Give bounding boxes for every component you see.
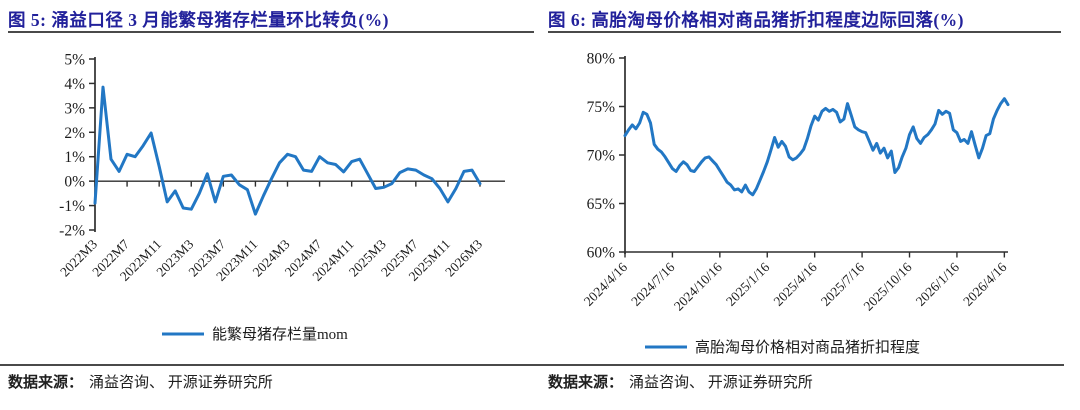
- axes: 80% 75% 70% 65% 60%: [587, 51, 1008, 262]
- svg-text:60%: 60%: [587, 245, 616, 262]
- svg-text:2025/7/16: 2025/7/16: [818, 259, 867, 308]
- svg-text:2024/7/16: 2024/7/16: [628, 259, 677, 308]
- svg-text:2025/10/16: 2025/10/16: [861, 259, 915, 313]
- svg-text:0%: 0%: [64, 174, 85, 191]
- svg-text:2%: 2%: [64, 125, 85, 142]
- series-line: [623, 97, 1010, 197]
- svg-text:2025/1/16: 2025/1/16: [723, 259, 772, 308]
- legend-label: 高胎淘母价格相对商品猪折扣程度: [695, 339, 920, 356]
- svg-text:65%: 65%: [587, 196, 616, 213]
- figure6-title: 图 6: 高胎淘母价格相对商品猪折扣程度边际回落(%): [548, 10, 964, 30]
- figure6-panel: 图 6: 高胎淘母价格相对商品猪折扣程度边际回落(%) 80% 75% 70% 65%…: [540, 0, 1080, 410]
- svg-text:4%: 4%: [64, 76, 85, 93]
- figure5-source-body: 涌益咨询、 开源证券研究所: [89, 375, 273, 391]
- svg-text:80%: 80%: [587, 51, 616, 68]
- figure5-chart: 5% 4% 3% 2% 1% 0% -1% -2%2022M32022M72022M11202…: [57, 52, 505, 343]
- figure5-panel: 图 5: 涌益口径 3 月能繁母猪存栏量环比转负(%) 5% 4% 3% 2% 1% 0%…: [0, 10, 540, 392]
- figure6-source-rule: [540, 364, 1064, 366]
- svg-text:1%: 1%: [64, 149, 85, 166]
- svg-text:2024/10/16: 2024/10/16: [671, 259, 725, 313]
- svg-text:5%: 5%: [64, 52, 85, 69]
- axes: 5% 4% 3% 2% 1% 0% -1% -2%: [59, 52, 505, 240]
- legend: 高胎淘母价格相对商品猪折扣程度: [645, 339, 920, 356]
- legend-label: 能繁母猪存栏量mom: [212, 326, 348, 343]
- figure6-source-label: 数据来源：: [548, 375, 624, 391]
- svg-text:75%: 75%: [587, 99, 616, 116]
- figure6-title-rule: [548, 31, 1061, 33]
- svg-text:-1%: -1%: [59, 198, 85, 215]
- figure5-title-rule: [8, 31, 534, 33]
- series-line: [93, 85, 482, 216]
- svg-text:2025/4/16: 2025/4/16: [770, 259, 819, 308]
- figure5-title: 图 5: 涌益口径 3 月能繁母猪存栏量环比转负(%): [8, 10, 389, 30]
- legend: 能繁母猪存栏量mom: [162, 326, 348, 343]
- x-tick-labels: 2024/4/162024/7/162024/10/162025/1/16202…: [581, 259, 1010, 313]
- x-tick-labels: 2022M32022M72022M112023M32023M72023M1120…: [57, 236, 485, 284]
- svg-text:70%: 70%: [587, 148, 616, 165]
- svg-text:2026/1/16: 2026/1/16: [913, 259, 962, 308]
- svg-text:-2%: -2%: [59, 223, 85, 240]
- figure5-source-label: 数据来源：: [8, 375, 84, 391]
- svg-text:3%: 3%: [64, 100, 85, 117]
- svg-text:2024/4/16: 2024/4/16: [581, 259, 630, 308]
- figure6-chart: 80% 75% 70% 65% 60%2024/4/162024/7/162024/10…: [581, 51, 1010, 357]
- figure6-source-body: 涌益咨询、 开源证券研究所: [629, 375, 813, 391]
- figure6-source: 数据来源： 涌益咨询、 开源证券研究所: [548, 371, 813, 392]
- svg-text:2026/4/16: 2026/4/16: [960, 259, 1009, 308]
- figure5-source: 数据来源： 涌益咨询、 开源证券研究所: [8, 371, 273, 392]
- figure5-source-rule: [0, 364, 540, 366]
